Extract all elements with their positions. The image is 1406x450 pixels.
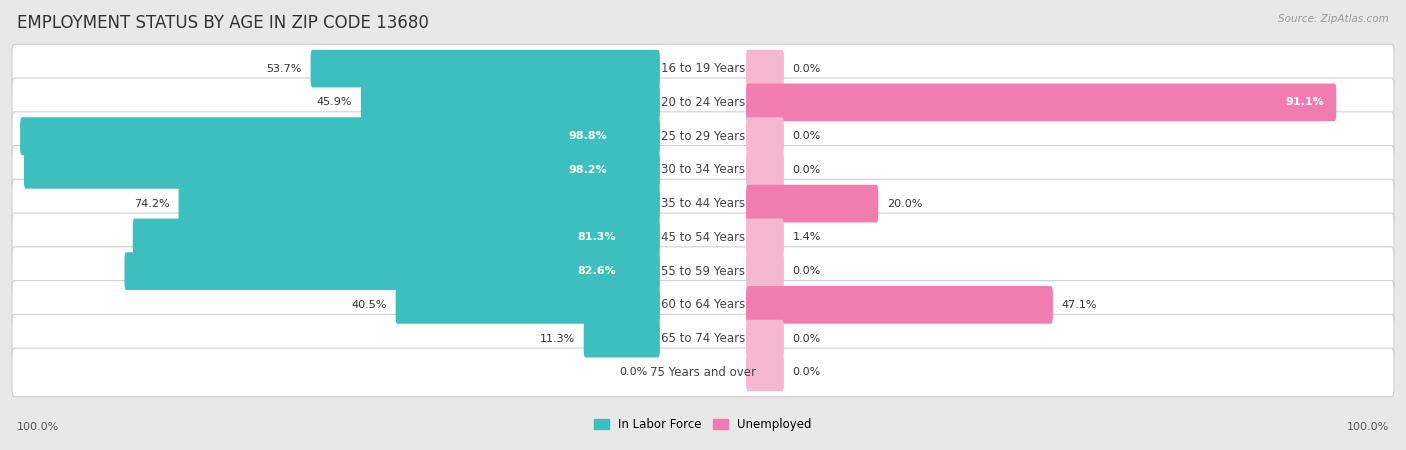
Text: 98.8%: 98.8% — [568, 131, 607, 141]
FancyBboxPatch shape — [24, 151, 659, 189]
FancyBboxPatch shape — [747, 151, 785, 189]
Text: 45.9%: 45.9% — [316, 97, 353, 108]
Text: 0.0%: 0.0% — [793, 333, 821, 344]
FancyBboxPatch shape — [13, 112, 1393, 160]
Text: 35 to 44 Years: 35 to 44 Years — [661, 197, 745, 210]
Text: 0.0%: 0.0% — [793, 165, 821, 175]
Legend: In Labor Force, Unemployed: In Labor Force, Unemployed — [589, 413, 817, 436]
Text: 53.7%: 53.7% — [267, 63, 302, 74]
FancyBboxPatch shape — [747, 252, 785, 290]
Text: 60 to 64 Years: 60 to 64 Years — [661, 298, 745, 311]
Text: EMPLOYMENT STATUS BY AGE IN ZIP CODE 13680: EMPLOYMENT STATUS BY AGE IN ZIP CODE 136… — [17, 14, 429, 32]
FancyBboxPatch shape — [747, 320, 785, 357]
FancyBboxPatch shape — [311, 50, 659, 87]
FancyBboxPatch shape — [13, 281, 1393, 329]
FancyBboxPatch shape — [132, 219, 659, 256]
FancyBboxPatch shape — [13, 146, 1393, 194]
FancyBboxPatch shape — [747, 354, 785, 391]
FancyBboxPatch shape — [179, 185, 659, 222]
Text: 0.0%: 0.0% — [620, 367, 648, 378]
Text: 0.0%: 0.0% — [793, 367, 821, 378]
Text: 75 Years and over: 75 Years and over — [650, 366, 756, 379]
FancyBboxPatch shape — [13, 348, 1393, 397]
FancyBboxPatch shape — [125, 252, 659, 290]
Text: 25 to 29 Years: 25 to 29 Years — [661, 130, 745, 143]
FancyBboxPatch shape — [13, 213, 1393, 262]
Text: 0.0%: 0.0% — [793, 266, 821, 276]
Text: 100.0%: 100.0% — [17, 422, 59, 432]
Text: 0.0%: 0.0% — [793, 63, 821, 74]
FancyBboxPatch shape — [395, 286, 659, 324]
FancyBboxPatch shape — [747, 286, 1053, 324]
FancyBboxPatch shape — [13, 315, 1393, 363]
Text: 81.3%: 81.3% — [578, 232, 616, 243]
Text: 82.6%: 82.6% — [576, 266, 616, 276]
Text: Source: ZipAtlas.com: Source: ZipAtlas.com — [1278, 14, 1389, 23]
FancyBboxPatch shape — [361, 84, 659, 121]
FancyBboxPatch shape — [13, 179, 1393, 228]
FancyBboxPatch shape — [13, 44, 1393, 93]
FancyBboxPatch shape — [747, 185, 879, 222]
Text: 47.1%: 47.1% — [1062, 300, 1097, 310]
FancyBboxPatch shape — [747, 117, 785, 155]
Text: 1.4%: 1.4% — [793, 232, 821, 243]
Text: 20 to 24 Years: 20 to 24 Years — [661, 96, 745, 109]
FancyBboxPatch shape — [747, 50, 785, 87]
Text: 30 to 34 Years: 30 to 34 Years — [661, 163, 745, 176]
Text: 91.1%: 91.1% — [1285, 97, 1324, 108]
Text: 40.5%: 40.5% — [352, 300, 387, 310]
FancyBboxPatch shape — [583, 320, 659, 357]
FancyBboxPatch shape — [747, 219, 785, 256]
Text: 100.0%: 100.0% — [1347, 422, 1389, 432]
FancyBboxPatch shape — [747, 84, 1336, 121]
Text: 16 to 19 Years: 16 to 19 Years — [661, 62, 745, 75]
Text: 20.0%: 20.0% — [887, 198, 922, 209]
Text: 74.2%: 74.2% — [135, 198, 170, 209]
FancyBboxPatch shape — [13, 78, 1393, 126]
Text: 65 to 74 Years: 65 to 74 Years — [661, 332, 745, 345]
FancyBboxPatch shape — [13, 247, 1393, 296]
Text: 98.2%: 98.2% — [569, 165, 607, 175]
FancyBboxPatch shape — [20, 117, 659, 155]
Text: 11.3%: 11.3% — [540, 333, 575, 344]
Text: 0.0%: 0.0% — [793, 131, 821, 141]
Text: 45 to 54 Years: 45 to 54 Years — [661, 231, 745, 244]
Text: 55 to 59 Years: 55 to 59 Years — [661, 265, 745, 278]
